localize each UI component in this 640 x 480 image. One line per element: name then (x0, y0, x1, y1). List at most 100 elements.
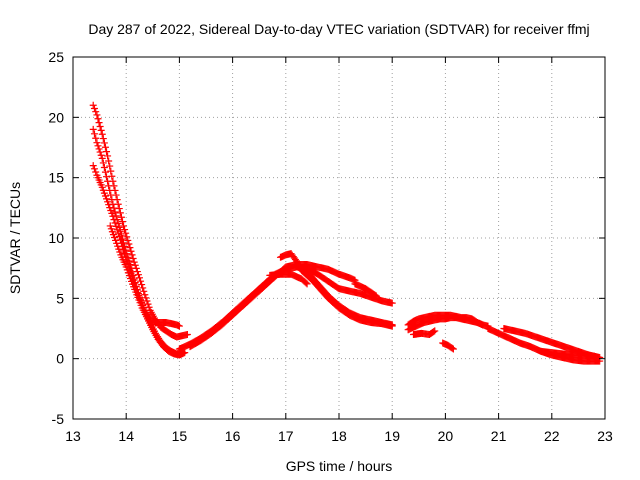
tick-layer: 13 14 15 16 17 18 19 20 21 22 23 -5 0 5 10 15 20 25 (48, 49, 613, 444)
data-point (97, 126, 105, 134)
data-point (101, 168, 109, 176)
data-point (108, 196, 116, 204)
data-point (94, 142, 102, 150)
data-series (106, 222, 189, 359)
data-point (98, 154, 106, 162)
x-tick-label: 22 (544, 428, 560, 444)
data-point (134, 271, 142, 279)
grid-layer (73, 57, 605, 419)
data-point (144, 300, 152, 308)
data-point (104, 152, 112, 160)
y-tick-label: 20 (48, 109, 64, 125)
data-point (111, 219, 119, 227)
data-point (121, 249, 129, 257)
data-point (110, 216, 118, 224)
data-point (111, 208, 119, 216)
data-point (449, 345, 457, 353)
data-point (90, 165, 98, 173)
data-point (123, 233, 131, 241)
data-series (409, 327, 439, 339)
data-point (430, 328, 438, 336)
x-tick-label: 23 (597, 428, 613, 444)
data-series (537, 347, 598, 360)
y-tick-label: 15 (48, 170, 64, 186)
data-point (596, 353, 604, 361)
data-point (89, 125, 97, 133)
data-point (90, 130, 98, 138)
data-point (121, 226, 129, 234)
x-tick-label: 16 (225, 428, 241, 444)
data-point (118, 218, 126, 226)
x-tick-label: 21 (491, 428, 507, 444)
data-point (107, 191, 115, 199)
data-point (89, 101, 97, 109)
data-point (372, 292, 380, 300)
data-point (113, 226, 121, 234)
x-tick-label: 20 (438, 428, 454, 444)
data-point (141, 291, 149, 299)
data-point (125, 240, 133, 248)
data-point (122, 229, 130, 237)
x-tick-label: 13 (65, 428, 81, 444)
x-tick-label: 18 (331, 428, 347, 444)
data-series (439, 339, 457, 353)
y-axis-label: SDTVAR / TECUs (7, 182, 23, 294)
data-point (124, 236, 132, 244)
data-point (130, 258, 138, 266)
data-point (128, 251, 136, 259)
y-tick-label: -5 (52, 411, 65, 427)
data-point (183, 331, 191, 339)
data-point (590, 352, 598, 360)
data-point (98, 130, 106, 138)
data-point (140, 287, 148, 295)
data-point (114, 229, 122, 237)
data-point (89, 162, 97, 170)
y-tick-label: 10 (48, 230, 64, 246)
data-point (94, 115, 102, 123)
y-tick-label: 5 (56, 290, 64, 306)
data-point (181, 349, 189, 357)
data-point (93, 111, 101, 119)
data-layer (89, 101, 604, 365)
data-point (112, 222, 120, 230)
data-point (127, 247, 135, 255)
y-tick-label: 25 (48, 49, 64, 65)
data-point (92, 168, 100, 176)
data-point (136, 274, 143, 282)
y-tick-label: 0 (56, 351, 64, 367)
data-series (89, 101, 191, 341)
x-tick-label: 17 (278, 428, 294, 444)
data-point (101, 143, 109, 151)
data-point (388, 299, 396, 307)
chart-title: Day 287 of 2022, Sidereal Day-to-day VTE… (88, 21, 589, 37)
x-tick-label: 15 (172, 428, 188, 444)
data-point (95, 145, 103, 153)
data-point (96, 123, 104, 131)
data-point (104, 177, 112, 185)
data-point (106, 186, 114, 194)
data-point (93, 139, 101, 147)
data-point (139, 284, 147, 292)
data-point (120, 222, 128, 230)
data-series (404, 314, 492, 334)
data-series (266, 270, 311, 288)
data-point (99, 135, 107, 143)
data-point (100, 139, 108, 147)
data-point (129, 255, 137, 263)
x-axis-label: GPS time / hours (286, 458, 393, 474)
data-point (302, 279, 310, 287)
data-point (107, 167, 115, 175)
data-series (351, 280, 380, 300)
data-point (103, 148, 111, 156)
data-series (276, 250, 396, 330)
data-point (100, 164, 108, 172)
data-point (142, 294, 150, 302)
data-point (448, 344, 456, 352)
data-point (431, 327, 439, 335)
data-point (115, 233, 123, 241)
data-point (126, 244, 134, 252)
data-point (105, 157, 113, 165)
x-tick-label: 19 (384, 428, 400, 444)
